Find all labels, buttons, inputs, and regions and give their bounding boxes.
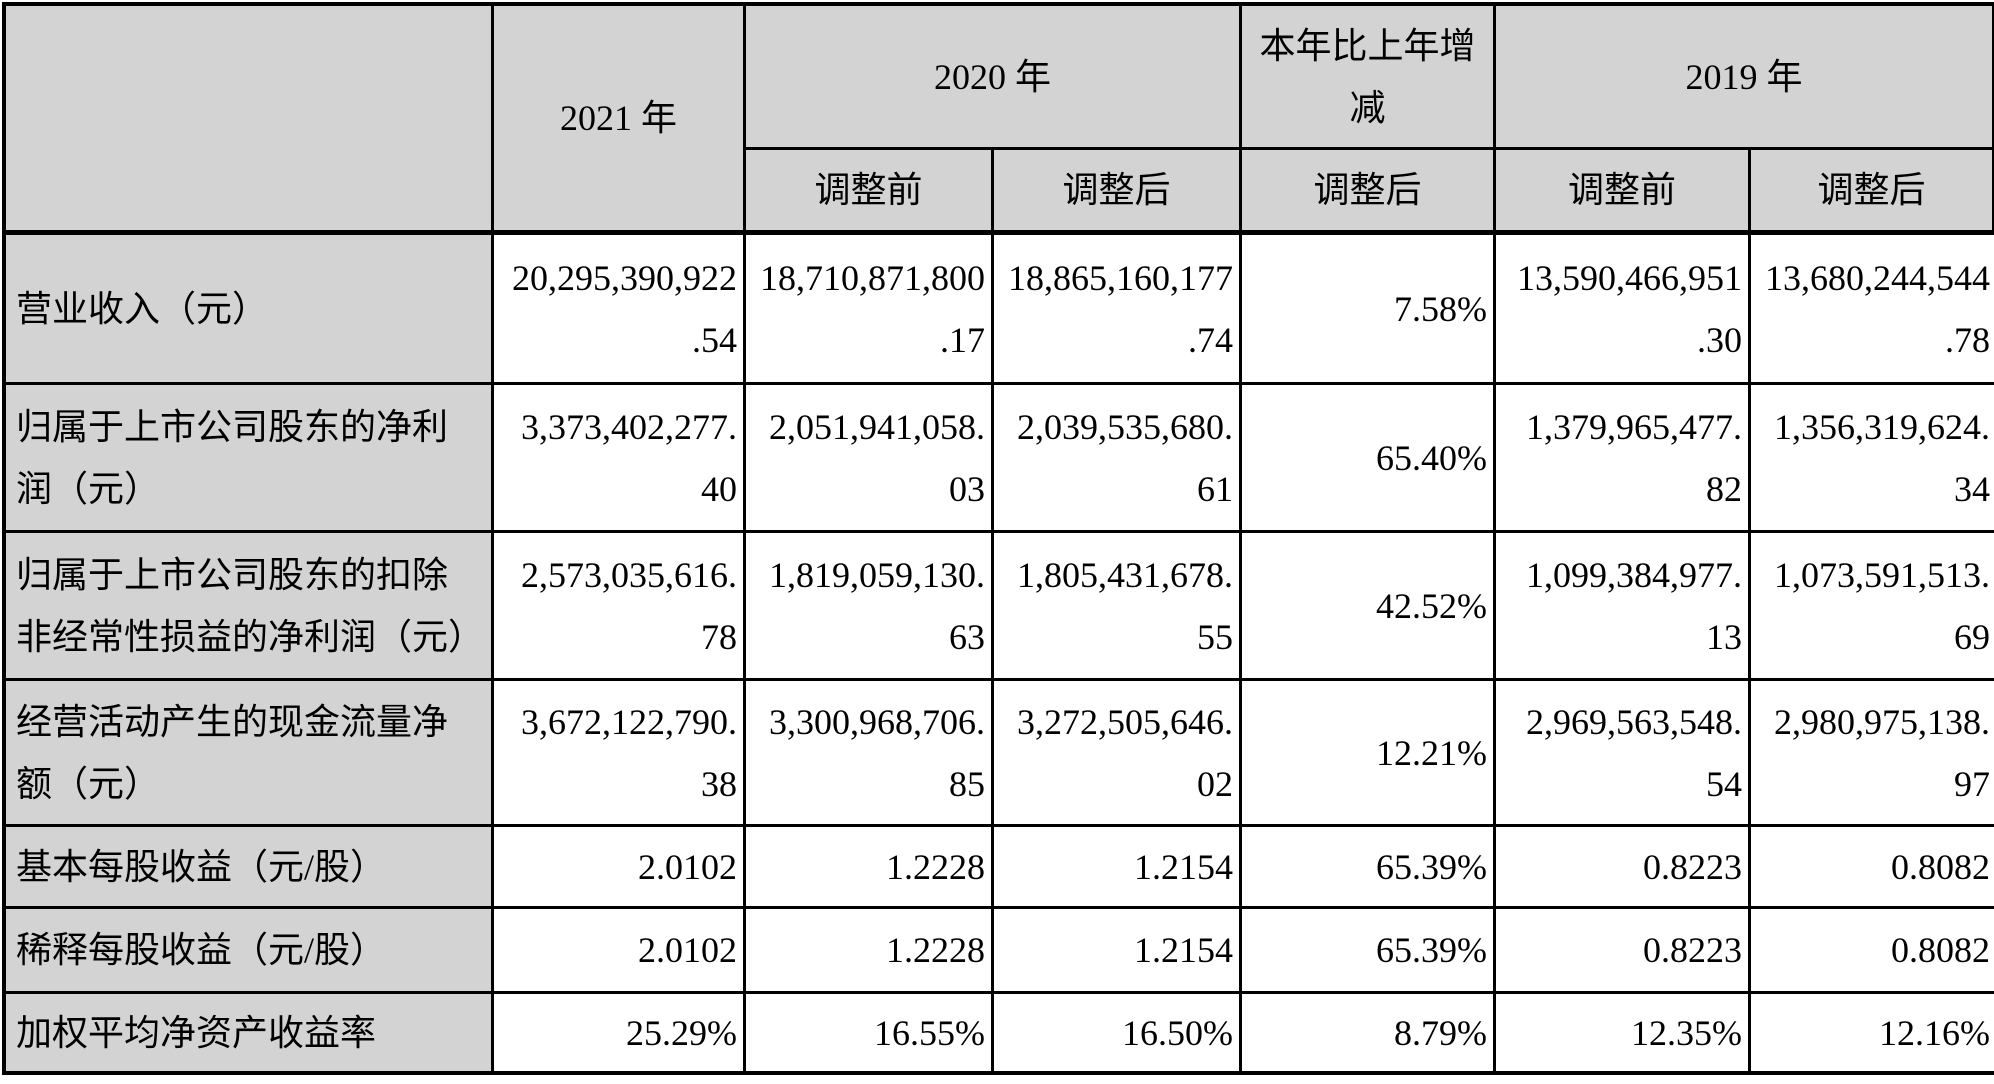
cell-revenue-2021: 20,295,390,922 .54 <box>494 235 746 385</box>
subheader-change-post-adjust: 调整后 <box>1242 150 1496 235</box>
row-label-operating-cash-flow: 经营活动产生的现金流量净 额（元） <box>6 681 494 827</box>
cell-deducted-net-profit-2021: 2,573,035,616. 78 <box>494 533 746 681</box>
row-label-weighted-roe: 加权平均净资产收益率 <box>6 994 494 1071</box>
cell-operating-cash-flow-2019-post: 2,980,975,138. 97 <box>1751 681 1994 827</box>
row-label-deducted-net-profit: 归属于上市公司股东的扣除 非经常性损益的净利润（元） <box>6 533 494 681</box>
cell-deducted-net-profit-change: 42.52% <box>1242 533 1496 681</box>
subheader-2020-pre-adjust: 调整前 <box>746 150 994 235</box>
cell-basic-eps-change: 65.39% <box>1242 827 1496 909</box>
row-label-net-profit: 归属于上市公司股东的净利 润（元） <box>6 385 494 533</box>
cell-revenue-2020-pre: 18,710,871,800 .17 <box>746 235 994 385</box>
cell-operating-cash-flow-2019-pre: 2,969,563,548. 54 <box>1496 681 1751 827</box>
header-year-2021: 2021 年 <box>494 6 746 235</box>
cell-weighted-roe-2019-post: 12.16% <box>1879 1012 1990 1053</box>
cell-weighted-roe-2019-pre: 12.35% <box>1496 994 1751 1071</box>
subheader-2019-post-adjust: 调整后 <box>1751 150 1994 235</box>
cell-weighted-roe-2021: 25.29% <box>494 994 746 1071</box>
subheader-2019-pre-adjust: 调整前 <box>1496 150 1751 235</box>
header-year-2020: 2020 年 <box>746 6 1242 150</box>
row-label-diluted-eps: 稀释每股收益（元/股） <box>6 909 494 994</box>
cell-net-profit-2020-pre: 2,051,941,058. 03 <box>746 385 994 533</box>
cell-basic-eps-2021: 2.0102 <box>494 827 746 909</box>
cell-basic-eps-2020-post: 1.2154 <box>994 827 1242 909</box>
cell-operating-cash-flow-2020-pre: 3,300,968,706. 85 <box>746 681 994 827</box>
cell-diluted-eps-2020-post: 1.2154 <box>994 909 1242 994</box>
cell-revenue-2020-post: 18,865,160,177 .74 <box>994 235 1242 385</box>
header-yoy-change: 本年比上年增 减 <box>1242 6 1496 150</box>
cell-diluted-eps-2020-pre: 1.2228 <box>746 909 994 994</box>
cell-net-profit-2019-pre: 1,379,965,477. 82 <box>1496 385 1751 533</box>
cell-basic-eps-2019-pre: 0.8223 <box>1496 827 1751 909</box>
cell-diluted-eps-2019-post: 0.8082 <box>1751 909 1994 994</box>
cell-deducted-net-profit-2019-pre: 1,099,384,977. 13 <box>1496 533 1751 681</box>
cell-revenue-2019-pre: 13,590,466,951 .30 <box>1496 235 1751 385</box>
cell-diluted-eps-2021: 2.0102 <box>494 909 746 994</box>
cell-operating-cash-flow-change: 12.21% <box>1242 681 1496 827</box>
cell-deducted-net-profit-2020-pre: 1,819,059,130. 63 <box>746 533 994 681</box>
cell-operating-cash-flow-2020-post: 3,272,505,646. 02 <box>994 681 1242 827</box>
cell-diluted-eps-change: 65.39% <box>1242 909 1496 994</box>
cell-revenue-2019-post: 13,680,244,544 .78 <box>1751 235 1994 385</box>
header-empty-cell <box>6 6 494 235</box>
cell-diluted-eps-2019-pre: 0.8223 <box>1496 909 1751 994</box>
cell-deducted-net-profit-2020-post: 1,805,431,678. 55 <box>994 533 1242 681</box>
cell-weighted-roe-2020-post: 16.50% <box>994 994 1242 1071</box>
row-label-basic-eps: 基本每股收益（元/股） <box>6 827 494 909</box>
cell-weighted-roe-2020-pre: 16.55% <box>746 994 994 1071</box>
cell-net-profit-2020-post: 2,039,535,680. 61 <box>994 385 1242 533</box>
cell-net-profit-2019-post: 1,356,319,624. 34 <box>1751 385 1994 533</box>
cell-net-profit-change: 65.40% <box>1242 385 1496 533</box>
cell-weighted-roe-change: 8.79% <box>1242 994 1496 1071</box>
cell-operating-cash-flow-2021: 3,672,122,790. 38 <box>494 681 746 827</box>
cell-deducted-net-profit-2019-post: 1,073,591,513. 69 <box>1751 533 1994 681</box>
cell-basic-eps-2019-post: 0.8082 <box>1751 827 1994 909</box>
cell-net-profit-2021: 3,373,402,277. 40 <box>494 385 746 533</box>
subheader-2020-post-adjust: 调整后 <box>994 150 1242 235</box>
cell-revenue-change: 7.58% <box>1242 235 1496 385</box>
cell-basic-eps-2020-pre: 1.2228 <box>746 827 994 909</box>
row-label-revenue: 营业收入（元） <box>6 235 494 385</box>
header-year-2019: 2019 年 <box>1496 6 1994 150</box>
